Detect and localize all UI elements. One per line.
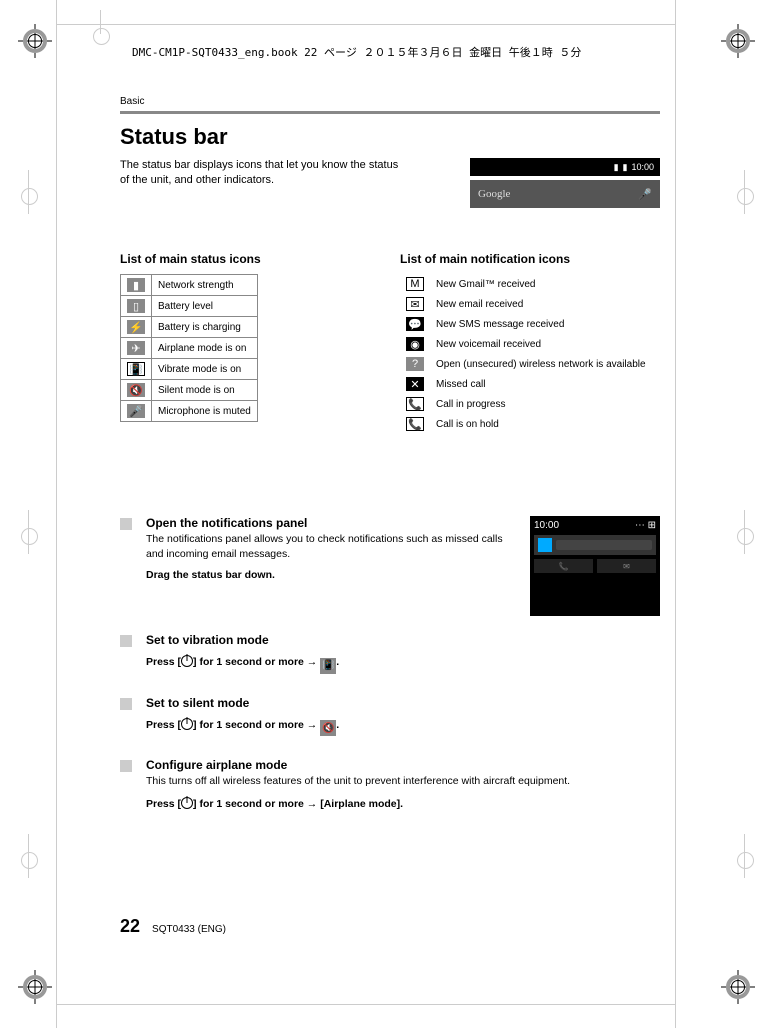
icon-label: Network strength xyxy=(152,275,258,296)
registration-mark-tr xyxy=(721,24,755,58)
table-row: ▮ Network strength xyxy=(121,275,258,296)
vibrate-icon: 📳 xyxy=(320,658,336,674)
sub-action-airplane: Press [] for 1 second or more → [Airplan… xyxy=(146,797,660,810)
document-id: SQT0433 (ENG) xyxy=(152,924,226,935)
status-icon: 💬 xyxy=(406,317,424,331)
sub-action-open-notifications: Drag the status bar down. xyxy=(146,569,520,581)
icon-label: Battery is charging xyxy=(152,317,258,338)
phone-statusbar-preview: ▮ ▮ 10:00 Google 🎤 xyxy=(470,158,660,208)
icon-label: Open (unsecured) wireless network is ava… xyxy=(430,354,652,374)
search-brand: Google xyxy=(478,188,510,200)
icon-label: New voicemail received xyxy=(430,334,652,354)
table-row: 🔇 Silent mode is on xyxy=(121,380,258,401)
table-row: 📞 Call is on hold xyxy=(400,414,652,434)
table-row: 📞 Call in progress xyxy=(400,394,652,414)
table-row: ✕ Missed call xyxy=(400,374,652,394)
bullet-marker xyxy=(120,760,132,772)
status-icon: 📳 xyxy=(127,362,145,376)
np-line xyxy=(556,540,652,550)
np-call-icon: 📞 xyxy=(534,559,593,573)
icon-label: Call is on hold xyxy=(430,414,652,434)
icon-label: New SMS message received xyxy=(430,314,652,334)
icon-label: Silent mode is on xyxy=(152,380,258,401)
status-icon: ▯ xyxy=(127,299,145,313)
table-row: ? Open (unsecured) wireless network is av… xyxy=(400,354,652,374)
bullet-marker xyxy=(120,635,132,647)
icon-label: New Gmail™ received xyxy=(430,274,652,294)
crop-tick xyxy=(744,170,745,214)
section-divider xyxy=(120,111,660,114)
status-icon: ⚡ xyxy=(127,320,145,334)
crop-tick xyxy=(28,510,29,554)
table-row: 🎤 Microphone is muted xyxy=(121,401,258,422)
table-row: ✈ Airplane mode is on xyxy=(121,338,258,359)
icon-label: Battery level xyxy=(152,296,258,317)
np-avatar xyxy=(538,538,552,552)
crop-tick xyxy=(744,510,745,554)
sub-action-silent: Press [] for 1 second or more → 🔇. xyxy=(146,718,660,737)
status-icon: 🎤 xyxy=(127,404,145,418)
signal-icon: ▮ xyxy=(614,162,619,173)
np-msg-icon: ✉ xyxy=(597,559,656,573)
table-row: 📳 Vibrate mode is on xyxy=(121,359,258,380)
notification-icons-table: MNew Gmail™ received✉New email received💬… xyxy=(400,274,652,434)
page-title: Status bar xyxy=(120,124,660,150)
icon-label: Vibrate mode is on xyxy=(152,359,258,380)
np-icons: ⋯ ⊞ xyxy=(635,520,656,531)
status-icon: ✉ xyxy=(406,297,424,311)
notifications-panel-preview: 10:00 ⋯ ⊞ 📞 ✉ xyxy=(530,516,660,616)
page-number: 22 xyxy=(120,916,140,937)
power-icon xyxy=(181,718,193,730)
icon-label: New email received xyxy=(430,294,652,314)
sub-action-vibration: Press [] for 1 second or more → 📳. xyxy=(146,655,660,674)
sub-body-open-notifications: The notifications panel allows you to ch… xyxy=(146,532,520,561)
battery-icon: ▮ xyxy=(623,162,628,173)
mic-icon: 🎤 xyxy=(638,188,652,201)
registration-mark-bl xyxy=(18,970,52,1004)
bullet-marker xyxy=(120,698,132,710)
notification-icons-heading: List of main notification icons xyxy=(400,252,660,266)
np-time: 10:00 xyxy=(534,520,559,531)
icon-label: Call in progress xyxy=(430,394,652,414)
sub-title-silent: Set to silent mode xyxy=(146,696,660,710)
table-row: ⚡ Battery is charging xyxy=(121,317,258,338)
sub-title-open-notifications: Open the notifications panel xyxy=(146,516,520,530)
status-icons-heading: List of main status icons xyxy=(120,252,380,266)
table-row: ◉ New voicemail received xyxy=(400,334,652,354)
status-icon: 🔇 xyxy=(127,383,145,397)
status-icon: ✈ xyxy=(127,341,145,355)
table-row: 💬 New SMS message received xyxy=(400,314,652,334)
crop-tick xyxy=(28,170,29,214)
crop-tick xyxy=(28,834,29,878)
status-icons-table: ▮ Network strength ▯ Battery level ⚡ Battery … xyxy=(120,274,258,422)
status-icon: 📞 xyxy=(406,417,424,431)
table-row: ✉ New email received xyxy=(400,294,652,314)
registration-mark-tl xyxy=(18,24,52,58)
status-icon: M xyxy=(406,277,424,291)
table-row: ▯ Battery level xyxy=(121,296,258,317)
silent-icon: 🔇 xyxy=(320,720,336,736)
section-label: Basic xyxy=(120,96,660,107)
icon-label: Missed call xyxy=(430,374,652,394)
intro-text: The status bar displays icons that let y… xyxy=(120,158,400,189)
status-icon: ✕ xyxy=(406,377,424,391)
power-icon xyxy=(181,655,193,667)
crop-tick xyxy=(744,834,745,878)
status-icon: ▮ xyxy=(127,278,145,292)
sub-title-vibration: Set to vibration mode xyxy=(146,633,660,647)
icon-label: Airplane mode is on xyxy=(152,338,258,359)
table-row: M New Gmail™ received xyxy=(400,274,652,294)
clock-text: 10:00 xyxy=(631,162,654,172)
source-file-header: DMC-CM1P-SQT0433_eng.book 22 ページ ２０１５年３月… xyxy=(132,44,581,60)
icon-label: Microphone is muted xyxy=(152,401,258,422)
registration-mark-br xyxy=(721,970,755,1004)
status-icon: ? xyxy=(406,357,424,371)
sub-title-airplane: Configure airplane mode xyxy=(146,758,660,772)
status-icon: ◉ xyxy=(406,337,424,351)
bullet-marker xyxy=(120,518,132,530)
power-icon xyxy=(181,797,193,809)
sub-body-airplane: This turns off all wireless features of … xyxy=(146,774,660,789)
status-icon: 📞 xyxy=(406,397,424,411)
